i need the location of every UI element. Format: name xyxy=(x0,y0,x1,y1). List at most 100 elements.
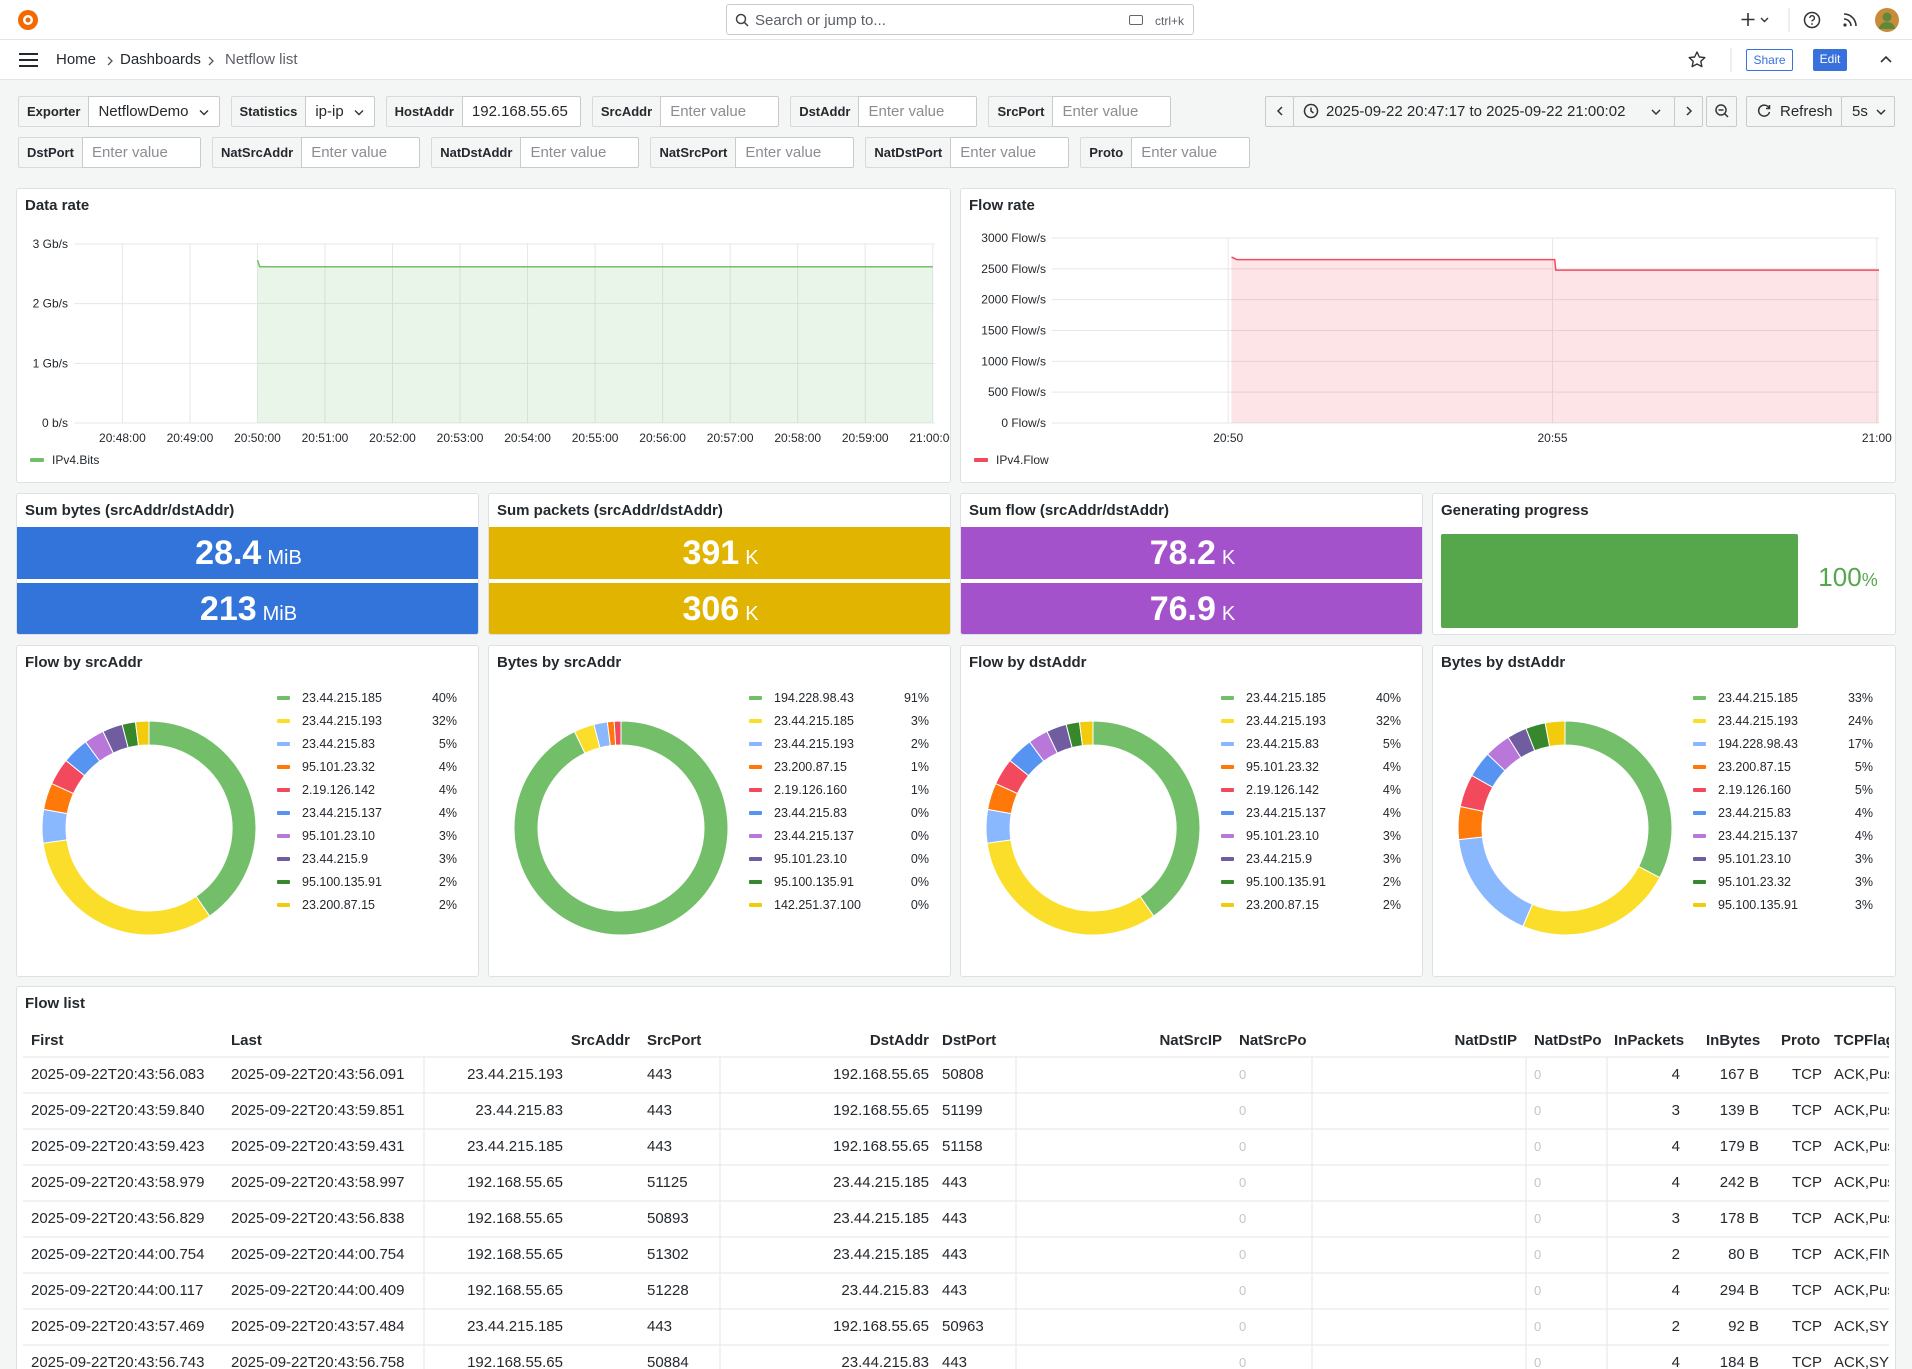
panel-canvas: 0 Flow/s 500 Flow/s 1000 Flow/s 1500 Flow/s… xyxy=(974,231,1892,467)
table-cell: 178 B xyxy=(1719,1210,1759,1227)
time-prev-button[interactable] xyxy=(1265,96,1294,127)
table-cell: 51158 xyxy=(942,1138,983,1155)
table-cell: 4 xyxy=(1671,1282,1680,1299)
table-cell: 4 xyxy=(1671,1174,1680,1191)
table-cell: 23.44.215.185 xyxy=(833,1246,929,1263)
table-cell: 192.168.55.65 xyxy=(467,1174,563,1191)
legend-label: 23.44.215.9 xyxy=(1246,852,1312,866)
donut-slice xyxy=(148,720,257,917)
variable-input[interactable]: Enter value xyxy=(950,137,1070,168)
variable-input[interactable]: Enter value xyxy=(660,96,780,127)
legend-value: 4% xyxy=(1383,806,1401,820)
breadcrumb[interactable]: Dashboards xyxy=(120,51,201,68)
table-cell: 2025-09-22T20:44:00.117 xyxy=(31,1282,204,1299)
variable-input[interactable]: 192.168.55.65 xyxy=(461,96,581,127)
variable-input[interactable]: Enter value xyxy=(301,137,421,168)
x-tick-label: 21:00 xyxy=(1862,431,1892,445)
refresh-button[interactable]: Refresh xyxy=(1746,96,1842,127)
y-tick-label: 3 Gb/s xyxy=(33,237,68,251)
legend-value: 2% xyxy=(911,737,929,751)
variable-label: NatDstAddr xyxy=(431,137,521,168)
legend-swatch xyxy=(1221,719,1234,723)
table-cell: 92 B xyxy=(1728,1318,1759,1335)
legend-swatch xyxy=(277,742,290,746)
time-next-button[interactable] xyxy=(1674,96,1703,127)
variable-select[interactable]: NetflowDemo xyxy=(88,96,220,127)
dropdown-icon-glyph xyxy=(1651,109,1661,116)
table-cell: TCP xyxy=(1792,1066,1822,1083)
legend-swatch xyxy=(1221,788,1234,792)
variable-input[interactable]: Enter value xyxy=(858,96,978,127)
table-cell: 0 xyxy=(1534,1139,1542,1154)
table-cell: 0 xyxy=(1534,1103,1542,1118)
stat-value-box: 213 MiB xyxy=(17,583,478,634)
add-menu[interactable] xyxy=(1740,10,1772,30)
table-cell: 3 xyxy=(1671,1210,1680,1227)
table-cell: 23.44.215.83 xyxy=(841,1282,929,1299)
grafana-logo[interactable] xyxy=(16,8,40,32)
variable-input[interactable]: Enter value xyxy=(1131,137,1251,168)
breadcrumb[interactable]: Home xyxy=(56,51,97,68)
legend-label: 2.19.126.142 xyxy=(302,783,375,797)
stat-panel: Sum flow (srcAddr/dstAddr) 78.2 K 76.9 K xyxy=(960,493,1423,635)
collapse-button-part xyxy=(1880,55,1892,63)
breadcrumb-separator-part xyxy=(107,56,113,66)
legend-label: 23.44.215.185 xyxy=(774,714,854,728)
table-cell: 50808 xyxy=(942,1066,984,1083)
legend-label: 2.19.126.142 xyxy=(1246,783,1319,797)
variable-select[interactable]: ip-ip xyxy=(305,96,375,127)
time-range-picker[interactable]: 2025-09-22 20:47:17 to 2025-09-22 21:00:… xyxy=(1293,96,1675,127)
help-icon[interactable] xyxy=(1802,10,1822,30)
table-cell: 2025-09-22T20:43:56.758 xyxy=(231,1354,405,1369)
legend-value: 3% xyxy=(439,852,457,866)
legend-swatch xyxy=(749,857,762,861)
edit-button[interactable]: Edit xyxy=(1813,49,1847,71)
legend-swatch xyxy=(30,458,44,462)
legend-swatch xyxy=(277,788,290,792)
collapse-button[interactable] xyxy=(1878,52,1894,68)
menu-toggle[interactable] xyxy=(18,51,40,69)
table-cell: TCP xyxy=(1792,1210,1822,1227)
table-cell: 2025-09-22T20:43:57.484 xyxy=(231,1318,405,1335)
table-cell: ACK,SYN xyxy=(1834,1354,1889,1369)
panel-title: Sum packets (srcAddr/dstAddr) xyxy=(497,502,723,519)
column-header: InPackets xyxy=(1614,1032,1685,1049)
table-cell: 2025-09-22T20:43:59.423 xyxy=(31,1138,205,1155)
user-avatar[interactable] xyxy=(1874,7,1900,33)
column-header: SrcPort xyxy=(647,1032,702,1049)
donut-slice xyxy=(1078,720,1094,747)
donut-panel: Bytes by dstAddr 23.44.215.185 33% 23.44.21… xyxy=(1432,645,1896,977)
table-cell: 0 xyxy=(1534,1067,1542,1082)
table-cell: 0 xyxy=(1534,1211,1542,1226)
share-button[interactable]: Share xyxy=(1746,49,1793,71)
legend-value: 4% xyxy=(1855,806,1873,820)
table-panel: Flow list First Last SrcAddr SrcPort DstAddr D… xyxy=(16,986,1896,1369)
legend-label: 23.200.87.15 xyxy=(1246,898,1319,912)
legend-value: 32% xyxy=(432,714,457,728)
refresh-interval-picker[interactable]: 5s xyxy=(1841,96,1895,127)
variable-input[interactable]: Enter value xyxy=(1052,96,1172,127)
breadcrumb-separator xyxy=(208,56,214,66)
variable-label: NatDstPort xyxy=(865,137,951,168)
legend-value: 17% xyxy=(1848,737,1873,751)
variable-label: SrcAddr xyxy=(591,96,661,127)
variable-input[interactable]: Enter value xyxy=(81,137,201,168)
table-cell: 0 xyxy=(1239,1175,1247,1190)
variable: Statistics ip-ip xyxy=(230,96,375,127)
table-cell: 443 xyxy=(942,1174,968,1191)
legend-value: 5% xyxy=(1383,737,1401,751)
legend-label: 194.228.98.43 xyxy=(774,691,854,705)
help-icon-part xyxy=(1811,23,1813,25)
legend-swatch xyxy=(749,765,762,769)
news-icon[interactable] xyxy=(1840,10,1860,30)
zoom-out-button[interactable] xyxy=(1706,96,1737,127)
variable-row: Exporter NetflowDemo Statistics ip-ip HostAd… xyxy=(18,96,1172,127)
variable-input[interactable]: Enter value xyxy=(520,137,640,168)
search-shortcut: ctrl+k xyxy=(1154,14,1184,28)
star-button[interactable] xyxy=(1687,50,1707,70)
panel-canvas: 0 b/s 1 Gb/s 2 Gb/s 3 Gb/s 20:48:00 20:49:00 2… xyxy=(30,237,950,467)
search-box[interactable]: Search or jump to... ctrl+k xyxy=(726,4,1194,35)
table-cell: TCP xyxy=(1792,1354,1822,1369)
variable-input[interactable]: Enter value xyxy=(735,137,855,168)
legend-swatch xyxy=(749,834,762,838)
